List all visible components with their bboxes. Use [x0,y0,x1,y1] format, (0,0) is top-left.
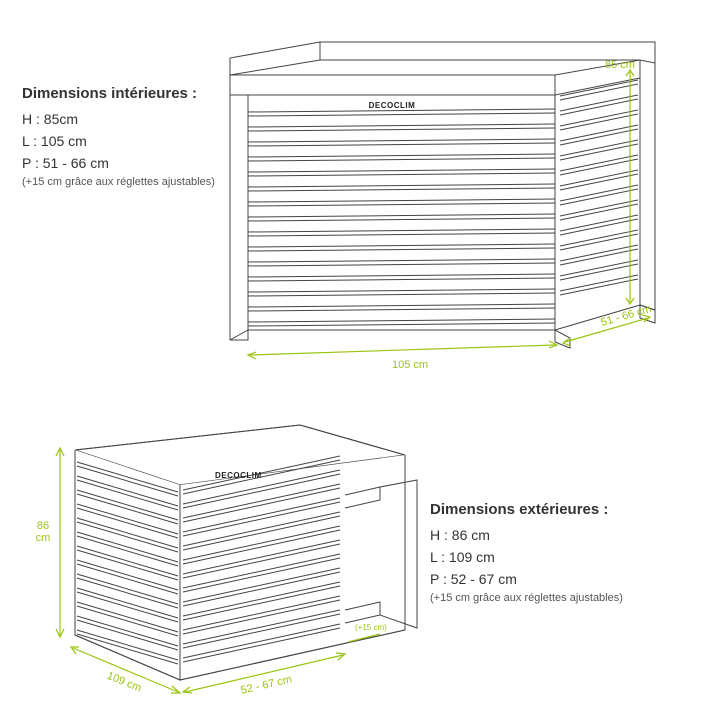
exterior-diagram: DECOCLIM 109 cm 52 - 67 cm (+15 cm) [45,390,465,710]
exterior-note: (+15 cm grâce aux réglettes ajustables) [430,590,690,607]
exterior-brand: DECOCLIM [215,471,262,480]
exterior-title: Dimensions extérieures : [430,498,690,521]
exterior-line-l: L : 109 cm [430,547,690,569]
exterior-text: Dimensions extérieures : H : 86 cm L : 1… [430,498,690,607]
int-dim-depth: 51 - 66 cm [600,303,653,329]
ext-dim-height: 86 cm [28,520,58,544]
interior-diagram: DECOCLIM 85 cm 105 cm 51 - 66 cm [210,30,690,380]
interior-brand: DECOCLIM [369,101,416,110]
interior-note: (+15 cm grâce aux réglettes ajustables) [22,174,242,191]
interior-text: Dimensions intérieures : H : 85cm L : 10… [22,82,242,191]
exterior-line-p: P : 52 - 67 cm [430,569,690,591]
int-dim-width: 105 cm [392,359,428,371]
interior-line-h: H : 85cm [22,109,242,131]
interior-line-p: P : 51 - 66 cm [22,153,242,175]
interior-title: Dimensions intérieures : [22,82,242,105]
interior-line-l: L : 105 cm [22,131,242,153]
ext-dim-width: 109 cm [105,670,143,695]
int-dim-height: 85 cm [605,59,635,71]
exterior-line-h: H : 86 cm [430,525,690,547]
ext-dim-ext: (+15 cm) [355,623,387,632]
